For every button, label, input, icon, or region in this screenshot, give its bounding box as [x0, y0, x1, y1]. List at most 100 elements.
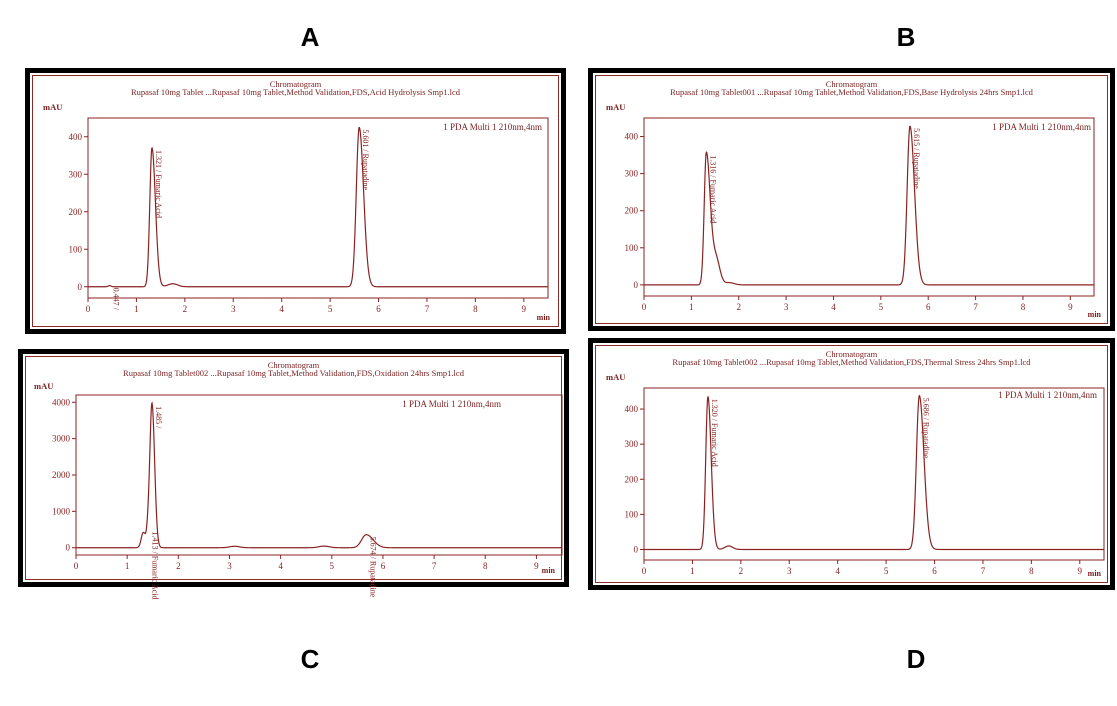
x-tick-label: 1: [125, 561, 130, 571]
x-tick-label: 2: [176, 561, 181, 571]
figure-label-b: B: [896, 22, 916, 52]
x-tick-label: 1: [134, 304, 139, 314]
x-tick-label: 3: [231, 304, 236, 314]
x-tick-label: 4: [278, 561, 283, 571]
peak-label: 1.320 / Fumaric Acid: [710, 399, 719, 467]
y-tick-label: 200: [69, 207, 83, 217]
detector-label: 1 PDA Multi 1 210nm,4nm: [998, 390, 1097, 400]
chart-subtitle: Rupasaf 10mg Tablet001 ...Rupasaf 10mg T…: [670, 87, 1033, 97]
y-tick-label: 0: [66, 543, 71, 553]
x-tick-label: 5: [879, 302, 884, 312]
x-tick-label: 8: [1029, 566, 1034, 576]
y-axis-label: mAU: [606, 372, 626, 382]
chromatogram-plot-d: 0 100 200 300 400 0 1 2 3 4 5 6 7 8 9 1.320 / Fumaric A…: [625, 387, 1105, 576]
chart-subtitle: Rupasaf 10mg Tablet002 ...Rupasaf 10mg T…: [123, 368, 464, 378]
plot-frame: [87, 117, 549, 299]
plot-frame: [643, 387, 1105, 561]
x-tick-label: 1: [689, 302, 694, 312]
peak-label: 5.601 / Rupatadine: [361, 129, 370, 190]
chromatogram-trace: [88, 126, 548, 288]
x-tick-label: 0: [86, 304, 91, 314]
chromatogram-trace: [644, 394, 1104, 551]
chart-subtitle: Rupasaf 10mg Tablet002 ...Rupasaf 10mg T…: [672, 357, 1031, 367]
y-axis-label: mAU: [606, 102, 626, 112]
chromatogram-panel-b: Chromatogram Rupasaf 10mg Tablet001 ...R…: [588, 68, 1115, 331]
peak-label: 1.413 / Fumaric Acid: [150, 532, 159, 600]
chromatogram-plot-a: 0 100 200 300 400 0 1 2 3 4 5 6 7 8 9 0.447 / 1.321 / Fu…: [69, 117, 549, 314]
x-tick-label: 6: [926, 302, 931, 312]
x-tick-label: 0: [642, 566, 647, 576]
detector-label: 1 PDA Multi 1 210nm,4nm: [443, 122, 542, 132]
chromatogram-panel-d: Chromatogram Rupasaf 10mg Tablet002 ...R…: [588, 338, 1115, 590]
figure-label-c: C: [300, 644, 320, 674]
y-tick-label: 300: [625, 169, 639, 179]
chromatogram-panel-c: Chromatogram Rupasaf 10mg Tablet002 ...R…: [18, 349, 569, 600]
chromatogram-plot-c: 0 1000 2000 3000 4000 0 1 2 3 4 5 6 7 8 9 1.413 / Fumar…: [52, 394, 563, 600]
chromatogram-trace: [644, 125, 1094, 286]
x-tick-label: 8: [483, 561, 488, 571]
x-tick-label: 6: [376, 304, 381, 314]
y-tick-label: 400: [625, 132, 639, 142]
x-tick-label: 7: [973, 302, 978, 312]
y-tick-label: 200: [625, 206, 639, 216]
x-tick-label: 8: [473, 304, 478, 314]
x-tick-label: 6: [932, 566, 937, 576]
y-tick-label: 4000: [52, 397, 71, 407]
peak-label: 5.686 / Rupatadine: [921, 398, 930, 459]
x-tick-label: 6: [381, 561, 386, 571]
y-tick-label: 0: [78, 282, 83, 292]
y-tick-label: 0: [634, 280, 639, 290]
x-tick-label: 9: [534, 561, 539, 571]
x-tick-label: 3: [787, 566, 792, 576]
peak-label: 1.485 /: [154, 406, 163, 429]
chart-title: Chromatogram: [825, 349, 878, 359]
y-tick-label: 400: [625, 404, 639, 414]
y-tick-label: 100: [625, 243, 639, 253]
x-tick-label: 2: [736, 302, 741, 312]
y-tick-label: 100: [69, 244, 83, 254]
x-tick-label: 8: [1021, 302, 1026, 312]
y-tick-label: 3000: [52, 434, 71, 444]
x-tick-label: 9: [1068, 302, 1073, 312]
y-axis-label: mAU: [43, 102, 63, 112]
x-tick-label: 7: [425, 304, 430, 314]
x-tick-label: 3: [784, 302, 789, 312]
y-tick-label: 0: [634, 544, 639, 554]
x-tick-label: 3: [227, 561, 232, 571]
x-tick-label: 7: [981, 566, 986, 576]
peak-label: 1.316 / Fumaric Acid: [708, 155, 717, 223]
peak-label: 0.447 /: [112, 288, 121, 311]
x-tick-label: 9: [1078, 566, 1083, 576]
detector-label: 1 PDA Multi 1 210nm,4nm: [402, 399, 501, 409]
chart-title: Chromatogram: [269, 79, 322, 89]
plot-frame: [643, 117, 1095, 297]
y-tick-label: 400: [69, 132, 83, 142]
y-tick-label: 100: [625, 509, 639, 519]
y-axis-label: mAU: [34, 381, 54, 391]
chromatogram-plot-b: 0 100 200 300 400 0 1 2 3 4 5 6 7 8 9 1.316 / Fumaric A…: [625, 117, 1095, 312]
figure-label-a: A: [300, 22, 320, 52]
x-axis-label: min: [541, 566, 555, 575]
figure-label-d: D: [906, 644, 926, 674]
y-tick-label: 2000: [52, 470, 71, 480]
x-axis-label: min: [536, 313, 550, 322]
y-tick-label: 300: [625, 439, 639, 449]
x-tick-label: 9: [522, 304, 527, 314]
x-tick-label: 4: [279, 304, 284, 314]
peak-label: 5.674 / Rupatadine: [368, 537, 377, 598]
chromatogram-trace: [76, 401, 562, 549]
chart-title: Chromatogram: [825, 79, 878, 89]
x-tick-label: 2: [183, 304, 188, 314]
detector-label: 1 PDA Multi 1 210nm,4nm: [992, 122, 1091, 132]
x-tick-label: 5: [330, 561, 335, 571]
peak-label: 5.615 / Rupatadine: [912, 128, 921, 189]
chart-title: Chromatogram: [267, 360, 320, 370]
x-tick-label: 7: [432, 561, 437, 571]
chart-subtitle: Rupasaf 10mg Tablet ...Rupasaf 10mg Tabl…: [130, 87, 461, 97]
x-tick-label: 5: [884, 566, 889, 576]
x-tick-label: 5: [328, 304, 333, 314]
x-tick-label: 4: [835, 566, 840, 576]
x-tick-label: 4: [831, 302, 836, 312]
y-tick-label: 200: [625, 474, 639, 484]
x-tick-label: 1: [690, 566, 695, 576]
